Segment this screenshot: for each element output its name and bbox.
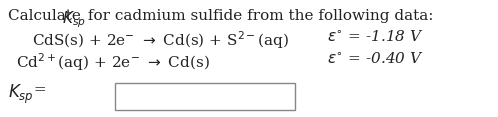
Text: Calculate: Calculate	[8, 9, 86, 23]
Text: Cd$^{2+}$(aq) + 2e$^{-}$ $\rightarrow$ Cd(s): Cd$^{2+}$(aq) + 2e$^{-}$ $\rightarrow$ C…	[16, 51, 210, 73]
Text: =: =	[29, 83, 47, 97]
Text: $K_{sp}$: $K_{sp}$	[8, 83, 34, 106]
Text: CdS(s) + 2e$^{-}$ $\rightarrow$ Cd(s) + S$^{2-}$(aq): CdS(s) + 2e$^{-}$ $\rightarrow$ Cd(s) + …	[32, 29, 289, 51]
Text: $\varepsilon^{\circ}$ = -1.18 V: $\varepsilon^{\circ}$ = -1.18 V	[327, 29, 424, 44]
Text: $\varepsilon^{\circ}$ = -0.40 V: $\varepsilon^{\circ}$ = -0.40 V	[327, 51, 424, 66]
FancyBboxPatch shape	[115, 83, 295, 110]
Text: for cadmium sulfide from the following data:: for cadmium sulfide from the following d…	[83, 9, 433, 23]
Text: $K_{sp}$: $K_{sp}$	[62, 9, 86, 30]
